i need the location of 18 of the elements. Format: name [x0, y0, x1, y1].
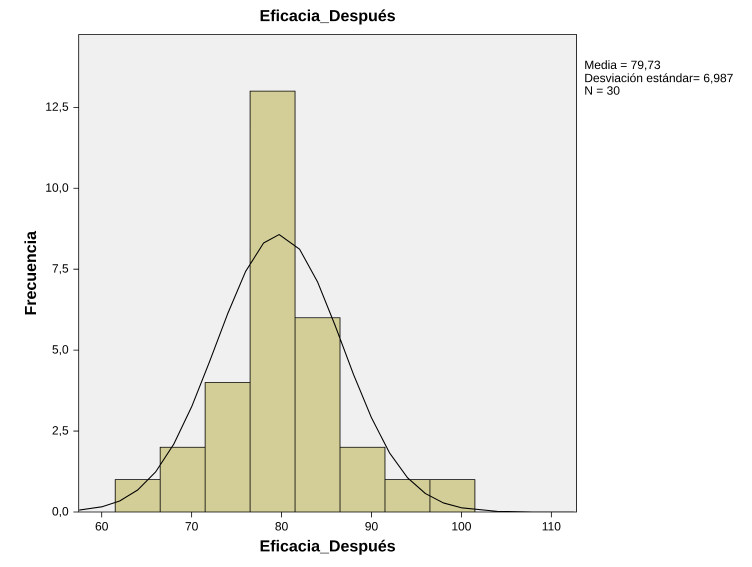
x-tick-label: 60 — [96, 522, 108, 531]
y-tick-label: 5,0 — [52, 345, 68, 356]
x-tick-label: 70 — [186, 522, 198, 531]
chart-title: Eficacia_Después — [260, 9, 395, 24]
text: Desviación estándar= 6,987 — [585, 73, 733, 84]
y-tick-label: 2,5 — [52, 426, 68, 436]
x-tick-label: 80 — [275, 522, 288, 531]
y-axis-title: Frecuencia — [24, 230, 36, 314]
text: N = 30 — [585, 86, 620, 95]
y-tick-label: 10,0 — [46, 183, 68, 194]
x-tick-label: 90 — [365, 522, 378, 531]
y-tick-label: 12,5 — [46, 102, 68, 112]
x-tick-label: 100 — [452, 522, 471, 531]
y-tick-label: 0,0 — [52, 507, 68, 517]
x-tick-label: 110 — [542, 522, 560, 531]
x-axis-title: Eficacia_Después — [260, 540, 395, 555]
y-tick-label: 7,5 — [52, 264, 68, 274]
text: Media = 79,73 — [585, 60, 660, 70]
